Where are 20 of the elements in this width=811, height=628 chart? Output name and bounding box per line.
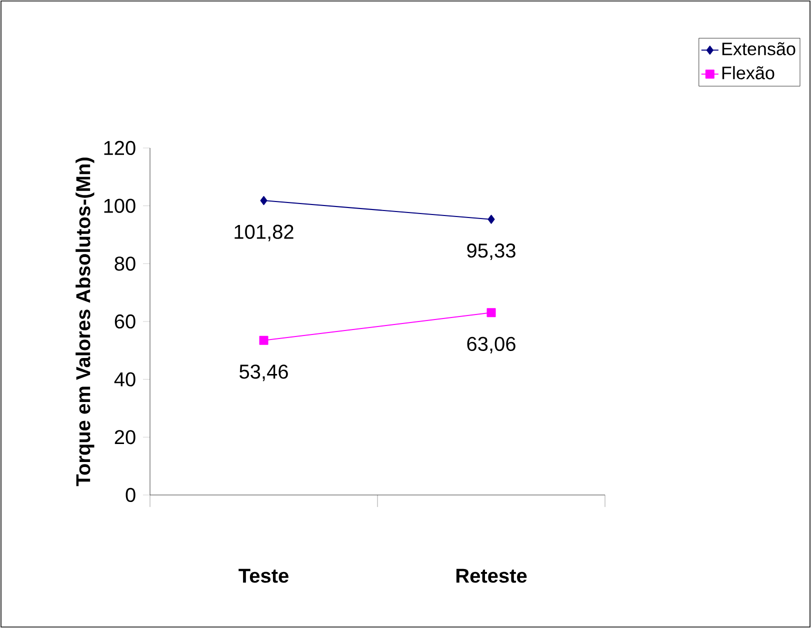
data-label: 95,33 [467, 244, 516, 260]
y-axis-title: Torque em Valores Absolutos-(Mn) [76, 158, 94, 486]
x-tick-label: Teste [238, 568, 288, 583]
point [486, 308, 496, 318]
y-tick-label: 120 [104, 140, 136, 156]
point [260, 196, 268, 206]
data-label: 101,82 [234, 224, 294, 242]
point [259, 336, 268, 345]
y-tick-label: 80 [114, 256, 136, 271]
data-label: 53,46 [240, 364, 288, 382]
y-tick-label: 100 [104, 198, 136, 213]
data-label: 63,06 [467, 336, 516, 354]
x-tick-label: Reteste [456, 568, 527, 583]
legend-label: Extensão [722, 42, 796, 56]
y-tick-label: 40 [114, 372, 136, 386]
y-tick-label: 20 [114, 430, 136, 444]
point [488, 214, 495, 224]
y-tick-label: 60 [114, 314, 136, 329]
legend-label: Flexão [722, 66, 774, 80]
y-tick-label: 0 [126, 488, 136, 502]
